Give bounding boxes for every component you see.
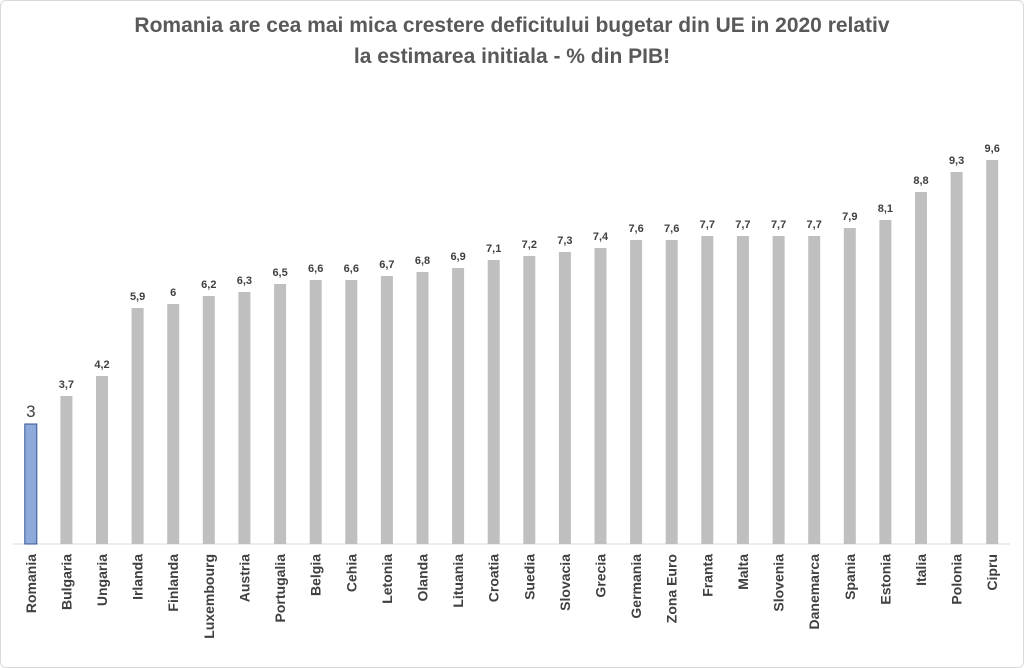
bar-bulgaria (60, 396, 73, 544)
x-tick-label: Slovacia (557, 554, 573, 611)
bar-suedia (523, 256, 536, 544)
x-tick-label: Belgia (308, 554, 324, 596)
bar-polonia (950, 172, 963, 544)
bar-olanda (416, 272, 429, 544)
bar-spania (843, 228, 856, 544)
x-tick-labels-group: Romania Bulgaria Ungaria Irlanda Finlanda Lux… (23, 554, 1000, 639)
bar-cehia (345, 280, 358, 544)
bar-luxembourg (202, 296, 215, 544)
bar-belgia (309, 280, 322, 544)
bar-estonia (879, 220, 892, 544)
x-tick-label: Polonia (949, 554, 965, 605)
bar-slovacia (558, 252, 571, 544)
bar-lituania (452, 268, 465, 544)
x-tick-label: Cehia (343, 554, 359, 592)
value-label: 7,1 (486, 243, 501, 255)
value-label: 7,9 (842, 211, 857, 223)
x-tick-label: Estonia (877, 554, 893, 605)
x-tick-label: Letonia (379, 554, 395, 604)
value-label: 8,8 (913, 175, 928, 187)
x-tick-label: Luxembourg (201, 554, 217, 639)
value-label: 6,5 (272, 267, 287, 279)
bar-romania (24, 423, 38, 545)
chart-title: Romania are cea mai mica crestere defici… (0, 10, 1024, 72)
value-label: 6,7 (379, 259, 394, 271)
value-label: 7,7 (735, 219, 750, 231)
x-tick-label: Ungaria (94, 554, 110, 606)
x-tick-label: Germania (628, 554, 644, 619)
value-label: 6,6 (344, 263, 359, 275)
bars-group (24, 160, 999, 545)
bar-danemarca (808, 236, 821, 544)
bar-letonia (380, 276, 393, 544)
x-tick-label: Zona Euro (664, 554, 680, 623)
x-tick-label: Franta (699, 554, 715, 597)
bar-slovenia (772, 236, 785, 544)
value-label: 7,7 (807, 219, 822, 231)
x-tick-label: Bulgaria (58, 554, 74, 610)
value-label: 6 (170, 287, 176, 299)
value-label: 6,9 (450, 251, 465, 263)
x-tick-label: Danemarca (806, 554, 822, 630)
value-label: 8,1 (878, 203, 893, 215)
x-tick-label: Romania (23, 554, 39, 613)
value-label: 6,2 (201, 279, 216, 291)
bar-irlanda (131, 308, 144, 544)
value-label: 7,4 (593, 231, 609, 243)
value-label: 4,2 (94, 359, 109, 371)
x-tick-label: Lituania (450, 554, 466, 608)
x-tick-label: Suedia (521, 554, 537, 600)
value-label: 7,3 (557, 235, 572, 247)
x-tick-label: Italia (913, 554, 929, 586)
value-label: 5,9 (130, 291, 145, 303)
x-tick-label: Spania (842, 554, 858, 600)
x-tick-label: Finlanda (165, 554, 181, 612)
data-labels-group: 3 3,7 4,2 5,9 6 6,2 6,3 6,5 6,6 6,6 6,7 6,8 6,9 7,1 7,… (26, 143, 1000, 421)
bar-italia (915, 192, 927, 544)
x-tick-label: Austria (236, 554, 252, 602)
x-tick-label: Portugalia (272, 554, 288, 623)
value-label: 7,7 (700, 219, 715, 231)
bar-finlanda (167, 304, 180, 544)
value-label: 7,6 (664, 223, 679, 235)
bar-franta (701, 236, 714, 544)
bar-ungaria (96, 376, 108, 544)
value-label: 7,7 (771, 219, 786, 231)
bar-germania (630, 240, 643, 544)
x-tick-label: Malta (735, 554, 751, 590)
x-tick-label: Grecia (593, 554, 609, 598)
chart-title-line-2: la estimarea initiala - % din PIB! (353, 45, 671, 68)
x-tick-label: Slovenia (771, 554, 787, 612)
value-label: 9,6 (985, 143, 1000, 155)
bar-grecia (594, 248, 607, 544)
value-label: 6,8 (415, 255, 430, 267)
value-label: 6,3 (237, 275, 252, 287)
value-label: 7,6 (628, 223, 643, 235)
x-tick-label: Olanda (415, 554, 431, 602)
bar-zona-euro (665, 240, 678, 544)
x-tick-label: Irlanda (130, 554, 146, 600)
value-label: 9,3 (949, 155, 964, 167)
value-label: 3 (26, 402, 35, 421)
value-label: 3,7 (59, 379, 74, 391)
x-tick-label: Croatia (486, 554, 502, 602)
chart-title-line-1: Romania are cea mai mica crestere defici… (134, 14, 890, 37)
bar-cipru (986, 160, 999, 544)
bar-austria (238, 292, 251, 544)
bar-croatia (487, 260, 500, 544)
value-label: 6,6 (308, 263, 323, 275)
x-tick-label: Cipru (984, 554, 1000, 591)
value-label: 7,2 (522, 239, 537, 251)
bar-portugalia (274, 284, 287, 544)
bar-malta (736, 236, 749, 544)
